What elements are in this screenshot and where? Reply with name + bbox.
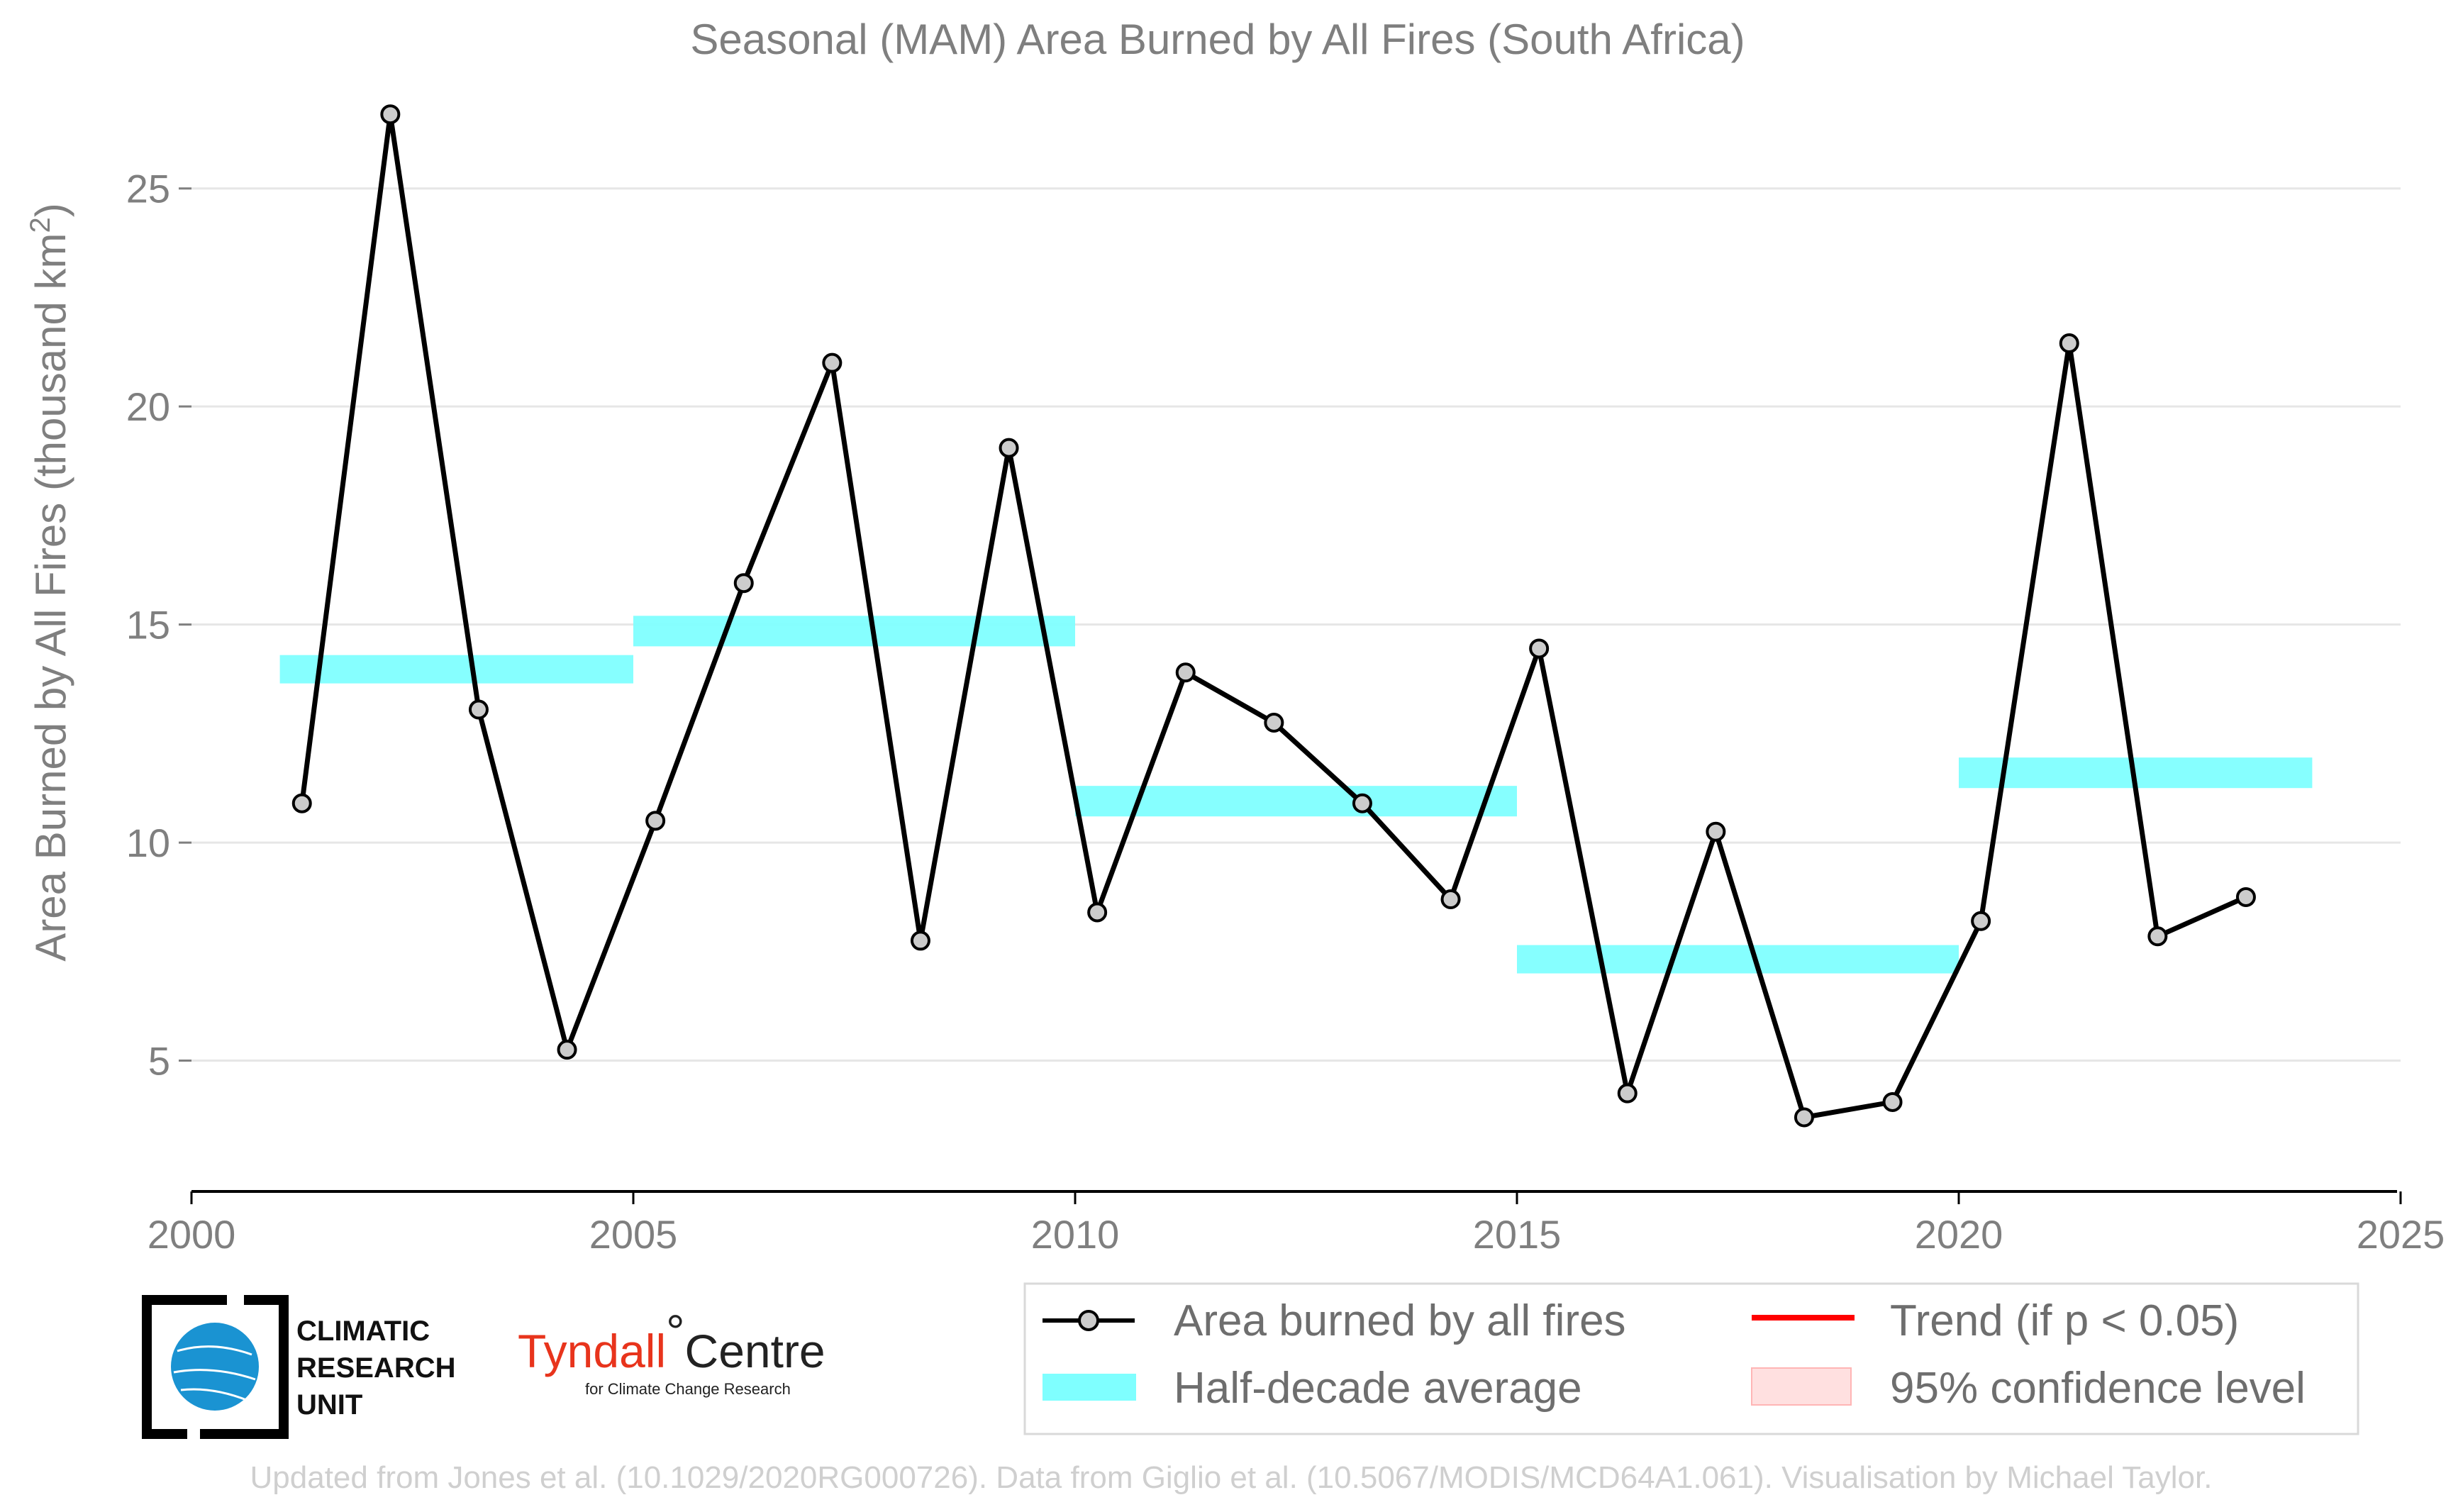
globe-icon-lines	[173, 1345, 256, 1402]
x-axis-ticks: 2000 2005 2010 2015 2020 2025	[148, 1191, 2445, 1257]
y-tick-label-15: 15	[126, 603, 170, 647]
cru-logo: CLIMATIC RESEARCH UNIT	[142, 1295, 455, 1439]
legend-item-confidence: 95% confidence level	[1751, 1364, 2306, 1413]
x-tick-label-2005: 2005	[589, 1212, 678, 1257]
data-point-3	[468, 699, 489, 720]
data-point-6	[733, 573, 754, 594]
data-point-4	[557, 1040, 577, 1060]
data-point-19	[1882, 1091, 1903, 1112]
tyndall-logo: Tyndall°Centre for Climate Change Resear…	[518, 1305, 825, 1398]
tyndall-logo-wordmark: Tyndall°Centre	[518, 1305, 825, 1377]
legend-label-area-burned: Area burned by all fires	[1174, 1296, 1626, 1345]
data-point-8	[910, 930, 930, 951]
half-decade-band-2	[633, 616, 1075, 647]
data-point-16	[1617, 1083, 1638, 1104]
data-point-12	[1264, 712, 1284, 733]
data-point-14	[1440, 889, 1461, 910]
y-axis-label: Area Burned by All Fires (thousand km2)	[25, 203, 74, 961]
data-point-18	[1794, 1107, 1814, 1128]
data-point-23	[2235, 886, 2256, 907]
x-tick-label-2010: 2010	[1031, 1212, 1120, 1257]
legend-item-half-decade: Half-decade average	[1043, 1364, 1582, 1413]
y-tick-label-25: 25	[126, 167, 170, 211]
x-tick-label-2025: 2025	[2357, 1212, 2445, 1257]
cru-logo-line-3: UNIT	[296, 1389, 362, 1421]
y-axis-ticks: 5 10 15 20 25	[126, 167, 191, 1084]
data-point-20	[1971, 911, 1991, 931]
data-point-13	[1352, 793, 1372, 813]
y-tick-label-10: 10	[126, 821, 170, 865]
globe-icon	[171, 1323, 259, 1411]
y-tick-label-20: 20	[126, 384, 170, 429]
data-point-10	[1087, 902, 1108, 923]
legend-label-confidence: 95% confidence level	[1890, 1364, 2306, 1413]
data-point-1	[291, 793, 312, 813]
legend-confidence-symbol	[1751, 1367, 1852, 1406]
x-tick-label-2000: 2000	[148, 1212, 236, 1257]
cru-logo-frame-left	[142, 1295, 227, 1439]
data-point-15	[1529, 638, 1550, 659]
data-point-22	[2147, 926, 2168, 947]
tyndall-logo-subtitle: for Climate Change Research	[585, 1380, 791, 1398]
data-point-7	[822, 352, 843, 373]
gridlines	[191, 187, 2401, 1062]
legend-label-half-decade: Half-decade average	[1174, 1364, 1582, 1413]
x-tick-label-2020: 2020	[1915, 1212, 2003, 1257]
chart-title: Seasonal (MAM) Area Burned by All Fires …	[690, 16, 1745, 63]
cru-logo-frame-right	[200, 1295, 289, 1439]
legend-band-symbol	[1043, 1374, 1136, 1401]
half-decade-bands	[279, 616, 2313, 974]
half-decade-band-3	[1075, 786, 1517, 817]
half-decade-band-1	[279, 655, 633, 684]
credit-text: Updated from Jones et al. (10.1029/2020R…	[250, 1460, 2213, 1495]
cru-logo-line-1: CLIMATIC	[296, 1316, 430, 1347]
x-tick-label-2015: 2015	[1473, 1212, 1562, 1257]
data-point-9	[999, 438, 1019, 458]
legend: Area burned by all fires Trend (if p < 0…	[1023, 1282, 2359, 1435]
data-point-11	[1175, 662, 1196, 683]
half-decade-band-4	[1517, 945, 1959, 974]
data-point-5	[645, 811, 666, 831]
legend-item-trend: Trend (if p < 0.05)	[1752, 1296, 2239, 1345]
series-area-burned	[291, 104, 2256, 1128]
cru-logo-line-2: RESEARCH	[296, 1352, 455, 1384]
legend-box	[1023, 1282, 2359, 1435]
legend-item-area-burned: Area burned by all fires	[1043, 1296, 1626, 1345]
data-point-21	[2059, 333, 2079, 354]
data-point-2	[380, 104, 401, 125]
y-tick-label-5: 5	[148, 1039, 170, 1084]
data-point-17	[1706, 821, 1726, 842]
legend-marker-symbol	[1078, 1310, 1099, 1331]
legend-label-trend: Trend (if p < 0.05)	[1890, 1296, 2239, 1345]
